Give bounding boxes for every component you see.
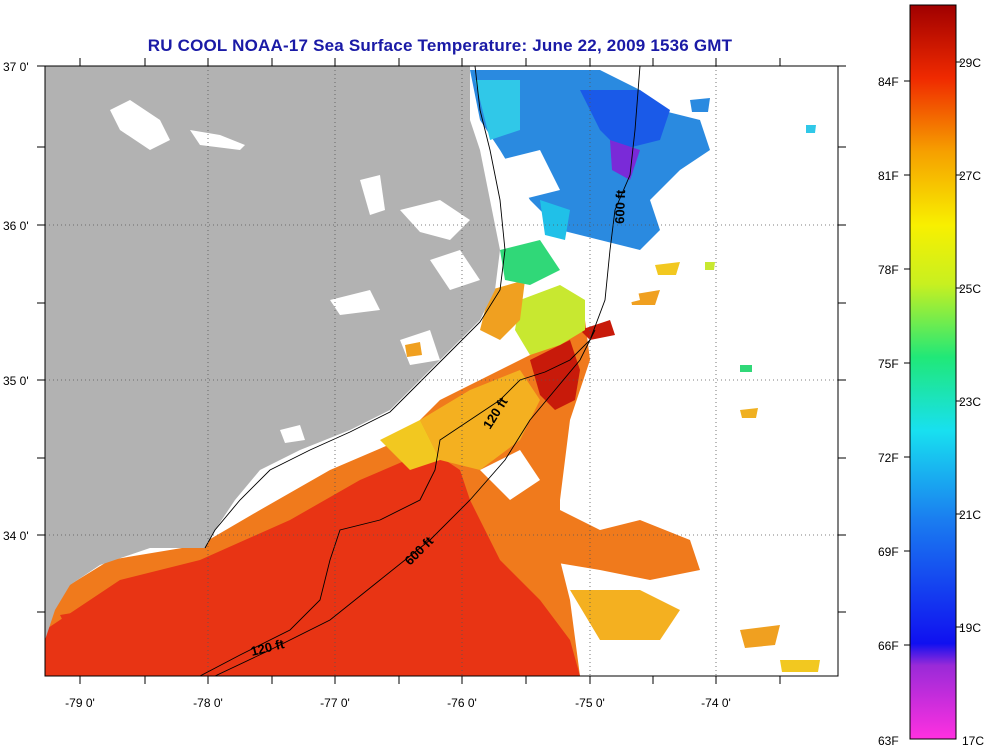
lon-label-75: -75 0' <box>575 696 605 710</box>
colorbar-ticks <box>904 61 962 646</box>
colorbar-c-23: 23C <box>959 395 981 409</box>
graticule <box>45 66 838 676</box>
land-mass <box>45 66 500 640</box>
colorbar-f-75: 75F <box>878 357 899 371</box>
colorbar-c-25: 25C <box>959 282 981 296</box>
lon-label-78: -78 0' <box>193 696 223 710</box>
colorbar-f-78: 78F <box>878 263 899 277</box>
colorbar-f-72: 72F <box>878 451 899 465</box>
lon-label-79: -79 0' <box>65 696 95 710</box>
lon-label-76: -76 0' <box>447 696 477 710</box>
colorbar-c-19: 19C <box>959 621 981 635</box>
lat-label-34: 34 0' <box>3 529 29 543</box>
colorbar-f-63: 63F <box>878 734 899 748</box>
colorbar-c-17: 17C <box>962 734 984 748</box>
colorbar <box>909 4 957 740</box>
colorbar-c-27: 27C <box>959 169 981 183</box>
colorbar-c-29: 29C <box>959 56 981 70</box>
colorbar-f-69: 69F <box>878 545 899 559</box>
lon-ticks <box>79 58 781 684</box>
colorbar-c-21: 21C <box>959 508 981 522</box>
sst-field <box>45 66 820 676</box>
colorbar-f-66: 66F <box>878 639 899 653</box>
contour-label-600ft-north: 600 ft <box>612 189 628 224</box>
lat-ticks <box>37 65 846 613</box>
lon-label-74: -74 0' <box>701 696 731 710</box>
lon-label-77: -77 0' <box>320 696 350 710</box>
colorbar-f-81: 81F <box>878 169 899 183</box>
lat-label-36: 36 0' <box>3 219 29 233</box>
lat-label-37: 37 0' <box>3 60 29 74</box>
map-title: RU COOL NOAA-17 Sea Surface Temperature:… <box>147 36 733 55</box>
colorbar-f-84: 84F <box>878 75 899 89</box>
map-frame <box>44 65 839 677</box>
lat-label-35: 35 0' <box>3 374 29 388</box>
